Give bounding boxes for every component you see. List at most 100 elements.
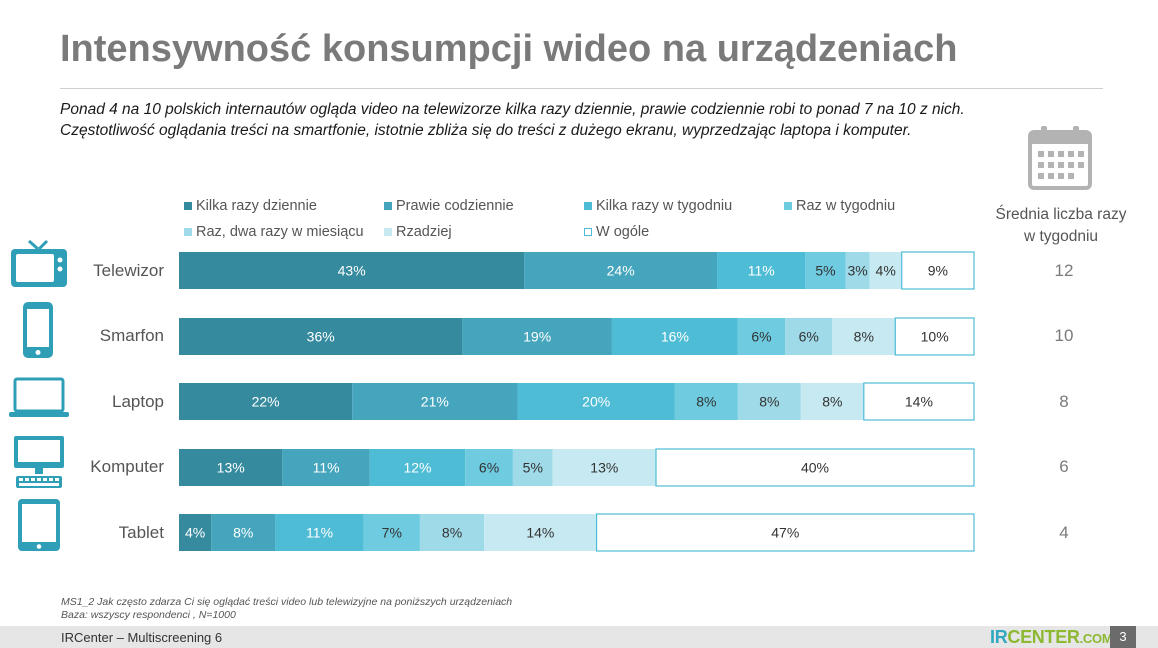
bar-segment [845, 252, 870, 289]
legend-swatch [384, 228, 392, 236]
bar-data-label: 4% [185, 525, 205, 541]
desktop-icon [14, 436, 64, 488]
bar-data-label: 13% [217, 460, 245, 476]
bar-data-label: 4% [876, 263, 896, 279]
bar-data-label: 20% [582, 394, 610, 410]
bar-segment [179, 514, 212, 551]
avg-header-line: w tygodniu [1023, 228, 1099, 245]
row-label-telewizor: Telewizor [93, 261, 164, 280]
bar-data-label: 16% [661, 329, 689, 345]
legend-swatch [384, 202, 392, 210]
legend-swatch [184, 202, 192, 210]
bar-data-label: 19% [523, 329, 551, 345]
legend-label: Raz w tygodniu [796, 198, 896, 214]
bar-segment [517, 383, 675, 420]
bar-segment [352, 383, 518, 420]
bar-data-label: 11% [313, 460, 340, 476]
bar-segment [863, 382, 975, 421]
bar-segment [832, 318, 896, 355]
legend-swatch [584, 202, 592, 210]
legend-label: Kilka razy dziennie [196, 198, 317, 214]
bar-segment [179, 252, 525, 289]
bar-data-label: 11% [306, 525, 333, 541]
bar-data-label: 8% [759, 394, 779, 410]
tablet-icon [18, 499, 60, 551]
ircenter-logo: IRCENTER.COM [990, 627, 1113, 648]
bar-segment [800, 383, 864, 420]
bar-data-label: 12% [403, 460, 431, 476]
legend-item: Prawie codziennie [384, 198, 514, 214]
bar-data-label: 3% [847, 263, 867, 279]
bar-segment [484, 514, 597, 551]
calendar-icon [1028, 126, 1092, 190]
bar-data-label: 21% [421, 394, 449, 410]
bar-data-label: 13% [590, 460, 618, 476]
bar-segment [737, 383, 801, 420]
footer-text: IRCenter – Multiscreening 6 [61, 630, 223, 645]
bar-segment [363, 514, 420, 551]
avg-value-telewizor: 12 [1054, 261, 1074, 280]
bar-segment [674, 383, 738, 420]
bar-segment [805, 252, 846, 289]
bar-data-label: 6% [799, 329, 819, 345]
bar-data-label: 5% [815, 263, 835, 279]
tv-icon [11, 239, 67, 287]
bar-segment [595, 513, 975, 552]
logo-com: .COM [1079, 631, 1113, 646]
logo-center: CENTER [1007, 627, 1080, 647]
bar-segment [655, 448, 975, 487]
legend-item: Kilka razy dziennie [184, 198, 317, 214]
bar-data-label: 36% [307, 329, 335, 345]
footnote-base: Baza: wszyscy respondenci , N=1000 [61, 609, 236, 621]
footnote-question: MS1_2 Jak często zdarza Ci się oglądać t… [61, 596, 513, 608]
bar-data-label: 6% [751, 329, 771, 345]
bar-segment [369, 449, 466, 486]
avg-header-line: Średnia liczba razy [995, 206, 1127, 223]
avg-value-laptop: 8 [1059, 392, 1069, 411]
legend-label: W ogóle [596, 224, 650, 240]
bar-data-label: 40% [801, 460, 829, 476]
legend-item: Raz, dwa razy w miesiącu [184, 224, 364, 240]
avg-per-week-header: Średnia liczba razy w tygodniu [978, 204, 1144, 248]
legend-item: Kilka razy w tygodniu [584, 198, 732, 214]
row-label-laptop: Laptop [112, 392, 164, 411]
legend-item: Rzadziej [384, 224, 452, 240]
legend-swatch [584, 228, 592, 236]
bar-data-label: 22% [252, 394, 280, 410]
row-label-tablet: Tablet [118, 523, 164, 542]
bar-data-label: 14% [905, 394, 933, 410]
page-title: Intensywność konsumpcji wideo na urządze… [60, 28, 958, 70]
footer-bar [0, 626, 1158, 648]
avg-value-tablet: 4 [1059, 523, 1069, 542]
smartphone-icon [23, 302, 53, 358]
bar-data-label: 8% [696, 394, 716, 410]
bar-data-label: 11% [748, 263, 775, 279]
page-number: 3 [1110, 626, 1136, 648]
legend-label: Prawie codziennie [396, 198, 514, 214]
bar-segment [275, 514, 364, 551]
bar-data-label: 8% [442, 525, 462, 541]
subtitle-line: Ponad 4 na 10 polskich internautów ogląd… [60, 101, 965, 118]
legend-item: W ogóle [584, 224, 649, 240]
avg-value-komputer: 6 [1059, 457, 1069, 476]
legend-label: Raz, dwa razy w miesiącu [196, 224, 364, 240]
bar-segment [419, 514, 485, 551]
subtitle-line: Częstotliwość oglądania treści na smartf… [60, 122, 912, 139]
bar-segment [179, 318, 463, 355]
bar-segment [512, 449, 553, 486]
row-label-komputer: Komputer [90, 457, 164, 476]
bar-segment [611, 318, 738, 355]
bar-data-label: 6% [479, 460, 499, 476]
row-label-smarfon: Smarfon [99, 326, 164, 345]
bar-data-label: 9% [928, 263, 948, 279]
bar-data-label: 8% [854, 329, 874, 345]
bar-data-label: 10% [921, 329, 949, 345]
bar-segment [552, 449, 656, 486]
laptop-icon [9, 377, 69, 417]
bar-segment [524, 252, 718, 289]
bar-segment [179, 383, 353, 420]
bar-segment [785, 318, 833, 355]
bar-data-label: 43% [338, 263, 366, 279]
bar-data-label: 8% [822, 394, 842, 410]
